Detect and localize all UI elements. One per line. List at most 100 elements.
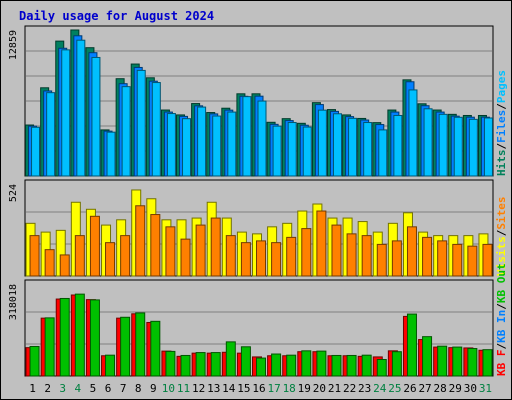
bar-pages-day-14 [227, 111, 237, 177]
bar-pages-day-10 [166, 113, 176, 177]
chart-title: Daily usage for August 2024 [19, 9, 214, 23]
bar-pages-day-4 [76, 39, 86, 177]
bar-sites-day-31 [482, 243, 493, 277]
bar-pages-day-15 [242, 96, 252, 177]
legend-item: / [495, 143, 508, 150]
bar-pages-day-5 [91, 56, 101, 177]
bar-kb-out-day-5 [89, 299, 100, 377]
bar-sites-day-18 [286, 236, 297, 277]
bar-sites-day-8 [135, 205, 146, 277]
bar-pages-day-12 [197, 106, 207, 177]
bar-sites-day-30 [467, 245, 478, 277]
day-label-5: 5 [90, 382, 97, 395]
bar-pages-day-11 [182, 118, 192, 177]
legend-item: Sites [495, 197, 508, 230]
bar-kb-out-day-4 [74, 293, 85, 377]
day-label-22: 22 [343, 382, 356, 395]
day-label-12: 12 [192, 382, 205, 395]
bar-pages-day-26 [408, 89, 418, 177]
panel-legend: Visits/Sites [495, 197, 508, 277]
bar-sites-day-3 [59, 254, 70, 277]
bar-kb-out-day-11 [180, 354, 191, 377]
day-label-25: 25 [388, 382, 401, 395]
bar-pages-day-18 [287, 122, 297, 177]
legend-item: / [495, 343, 508, 350]
day-label-2: 2 [44, 382, 51, 395]
bar-kb-out-day-14 [225, 341, 236, 377]
bar-pages-day-31 [483, 117, 493, 177]
bar-kb-out-day-18 [286, 354, 297, 377]
bar-kb-out-day-6 [105, 354, 116, 377]
bar-kb-out-day-1 [29, 345, 40, 377]
day-label-30: 30 [464, 382, 477, 395]
bar-sites-day-25 [391, 240, 402, 277]
bar-kb-out-day-7 [120, 316, 131, 377]
day-label-16: 16 [252, 382, 265, 395]
day-label-9: 9 [150, 382, 157, 395]
day-label-29: 29 [449, 382, 462, 395]
bar-pages-day-6 [106, 131, 116, 177]
legend-item: / [495, 303, 508, 310]
panel-legend: Hits/Files/Pages [495, 70, 508, 176]
bar-kb-out-day-25 [391, 351, 402, 377]
bar-pages-day-2 [46, 92, 56, 177]
legend-item: / [495, 103, 508, 110]
day-label-15: 15 [237, 382, 250, 395]
day-label-20: 20 [313, 382, 326, 395]
bar-sites-day-29 [452, 243, 463, 277]
day-axis: 1 2 3 4 5 6 7 8 9 10 11 12 13 14 15 16 17 18 19 20 21 22 23 24 2… [29, 382, 492, 395]
bar-sites-day-17 [271, 242, 282, 277]
bar-kb-out-day-30 [467, 348, 478, 377]
bar-sites-day-7 [120, 235, 131, 277]
day-label-23: 23 [358, 382, 371, 395]
legend-item: Pages [495, 70, 508, 103]
panel-legend: KB F/KB In/KB Out [495, 263, 508, 376]
day-label-6: 6 [105, 382, 112, 395]
bar-kb-out-day-23 [361, 354, 372, 377]
bar-kb-out-day-29 [452, 346, 463, 377]
bar-sites-day-4 [74, 235, 85, 277]
day-label-21: 21 [328, 382, 341, 395]
panels-layer: 12859Hits/Files/Pages524Visits/Sites3180… [8, 25, 508, 377]
bar-kb-out-day-13 [210, 352, 221, 377]
axis-max-label: 524 [8, 184, 19, 202]
bar-sites-day-6 [105, 242, 116, 277]
bar-sites-day-11 [180, 238, 191, 277]
bar-pages-day-22 [348, 117, 358, 177]
bar-pages-day-1 [31, 126, 41, 177]
legend-item: / [495, 229, 508, 236]
bar-kb-out-day-2 [44, 317, 55, 377]
bar-pages-day-24 [378, 129, 388, 177]
bar-kb-out-day-16 [256, 357, 266, 377]
bar-kb-out-day-19 [301, 350, 312, 377]
bar-kb-out-day-24 [376, 359, 387, 377]
bar-kb-out-day-15 [240, 346, 251, 377]
bar-kb-out-day-9 [150, 320, 161, 377]
bar-sites-day-26 [406, 226, 417, 277]
bar-kb-out-day-22 [346, 354, 357, 377]
bar-sites-day-15 [240, 242, 251, 277]
bar-pages-day-17 [272, 125, 282, 177]
bar-sites-day-27 [422, 236, 433, 277]
bar-kb-out-day-28 [437, 345, 448, 377]
day-label-8: 8 [135, 382, 142, 395]
day-label-26: 26 [403, 382, 416, 395]
bar-pages-day-16 [257, 100, 267, 177]
legend-item: KB Out [495, 263, 508, 303]
bar-kb-out-day-27 [422, 336, 433, 377]
bar-sites-day-10 [165, 226, 176, 277]
bar-pages-day-9 [151, 82, 161, 177]
bar-pages-day-3 [61, 49, 71, 177]
bar-kb-out-day-10 [165, 350, 176, 377]
panel-visits-sites: 524 Visits/Sites [8, 179, 508, 277]
bar-kb-out-day-21 [331, 354, 342, 377]
day-label-10: 10 [162, 382, 175, 395]
bar-pages-day-19 [302, 126, 312, 177]
legend-item: Hits [495, 150, 508, 177]
day-label-24: 24 [373, 382, 387, 395]
day-label-7: 7 [120, 382, 127, 395]
bar-pages-day-8 [136, 69, 146, 177]
bar-pages-day-25 [393, 114, 403, 177]
